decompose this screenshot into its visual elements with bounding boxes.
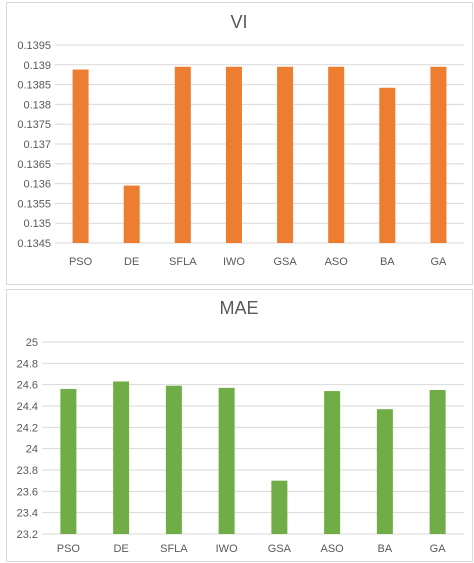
mae-x-tick-label: BA [378, 543, 393, 555]
vi-x-tick-label: DE [124, 256, 139, 268]
vi-bar-de [123, 185, 140, 243]
vi-y-tick-label: 0.135 [23, 218, 51, 230]
mae-bar-gsa [271, 480, 288, 534]
vi-x-tick-label: BA [380, 256, 395, 268]
mae-bar-de [113, 381, 130, 534]
mae-x-tick-label: SFLA [160, 543, 188, 555]
mae-bar-sfla [165, 385, 182, 534]
vi-chart: VI 0.1345 0.135 0.1355 0.136 0.1365 0.137 0.137… [6, 2, 473, 285]
mae-y-tick-label: 24 [26, 444, 38, 456]
mae-bar-ga [429, 390, 446, 534]
mae-y-tick-label: 24.6 [17, 380, 38, 392]
mae-bar-aso [324, 391, 341, 534]
mae-bar-iwo [218, 387, 235, 534]
mae-y-tick-label: 23.2 [17, 529, 38, 541]
vi-y-tick-label: 0.1345 [17, 238, 51, 250]
vi-chart-title: VI [230, 12, 247, 32]
vi-x-tick-label: IWO [223, 256, 245, 268]
mae-x-tick-label: IWO [216, 543, 238, 555]
mae-y-tick-label: 24.4 [17, 401, 38, 413]
mae-chart: MAE 23.2 23.4 23.6 23.8 24 24.2 24.4 24.6 24.8 25 P… [6, 289, 473, 562]
mae-bar-ba [376, 409, 393, 534]
vi-bar-iwo [225, 66, 242, 243]
vi-y-tick-label: 0.139 [23, 60, 51, 72]
vi-y-tick-label: 0.137 [23, 139, 51, 151]
vi-bar-gsa [277, 66, 294, 243]
vi-y-tick-label: 0.1375 [17, 119, 51, 131]
vi-x-tick-label: GA [430, 256, 447, 268]
mae-y-tick-label: 24.2 [17, 422, 38, 434]
vi-bar-ba [379, 87, 396, 243]
mae-y-tick-label: 23.4 [17, 508, 38, 520]
vi-y-tick-label: 0.1355 [17, 198, 51, 210]
vi-x-tick-label: PSO [69, 256, 93, 268]
mae-x-tick-label: PSO [57, 543, 81, 555]
mae-x-tick-label: GA [430, 543, 447, 555]
vi-bar-pso [72, 69, 89, 243]
vi-x-tick-label: SFLA [169, 256, 197, 268]
mae-x-tick-label: DE [113, 543, 128, 555]
vi-y-tick-label: 0.1385 [17, 80, 51, 92]
vi-y-tick-label: 0.1365 [17, 159, 51, 171]
mae-bar-pso [60, 388, 77, 534]
vi-y-tick-label: 0.136 [23, 179, 51, 191]
mae-y-tick-label: 25 [26, 337, 38, 349]
vi-bar-sfla [174, 66, 191, 243]
mae-chart-title: MAE [219, 298, 258, 318]
vi-x-tick-label: ASO [325, 256, 349, 268]
mae-y-tick-label: 23.6 [17, 486, 38, 498]
mae-y-tick-label: 23.8 [17, 465, 38, 477]
vi-y-tick-label: 0.1395 [17, 40, 51, 52]
vi-x-tick-label: GSA [273, 256, 297, 268]
mae-x-tick-label: ASO [321, 543, 345, 555]
mae-x-tick-label: GSA [268, 543, 292, 555]
mae-y-tick-label: 24.8 [17, 358, 38, 370]
vi-y-tick-label: 0.138 [23, 99, 51, 111]
vi-bar-aso [328, 66, 345, 243]
mae-chart-border [6, 289, 473, 562]
vi-bar-ga [430, 66, 447, 243]
